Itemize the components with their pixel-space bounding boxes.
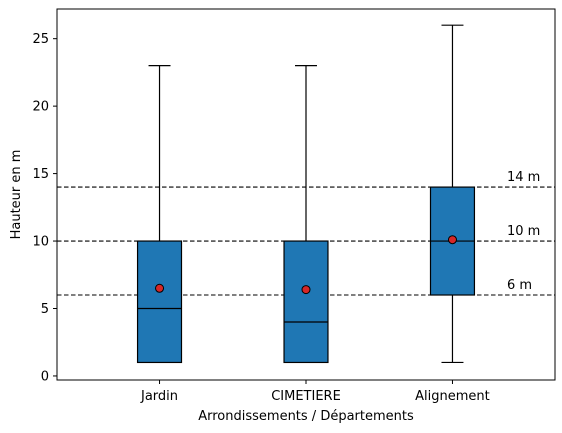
- mean-marker: [155, 283, 165, 293]
- y-tick-label: 15: [32, 167, 49, 182]
- x-tick-label: Alignement: [415, 389, 490, 404]
- y-tick-label: 0: [41, 369, 49, 384]
- box-1: [136, 65, 183, 364]
- y-tick-label: 10: [32, 235, 49, 250]
- box-body: [136, 240, 183, 364]
- reference-line-labels: 14 m 10 m 6 m: [507, 170, 540, 293]
- y-tick-label: 25: [32, 32, 49, 47]
- mean-marker: [301, 285, 311, 295]
- x-tick-label: CIMETIERE: [271, 389, 341, 404]
- box-3: [429, 24, 476, 364]
- x-tick-label: Jardin: [140, 389, 178, 404]
- reference-line-label: 10 m: [507, 224, 540, 239]
- box-2: [283, 65, 329, 364]
- y-tick-label: 20: [32, 100, 49, 115]
- mean-marker: [447, 235, 457, 245]
- reference-line-label: 6 m: [507, 278, 532, 293]
- reference-line-label: 14 m: [507, 170, 540, 185]
- y-axis: 0 5 10 15 20 25: [32, 32, 57, 384]
- x-axis-title: Arrondissements / Départements: [198, 409, 414, 424]
- y-tick-label: 5: [41, 302, 49, 317]
- y-axis-title: Hauteur en m: [9, 150, 24, 240]
- x-axis: Jardin CIMETIERE Alignement: [140, 380, 490, 404]
- box-body: [283, 240, 329, 364]
- box-series: [136, 24, 476, 364]
